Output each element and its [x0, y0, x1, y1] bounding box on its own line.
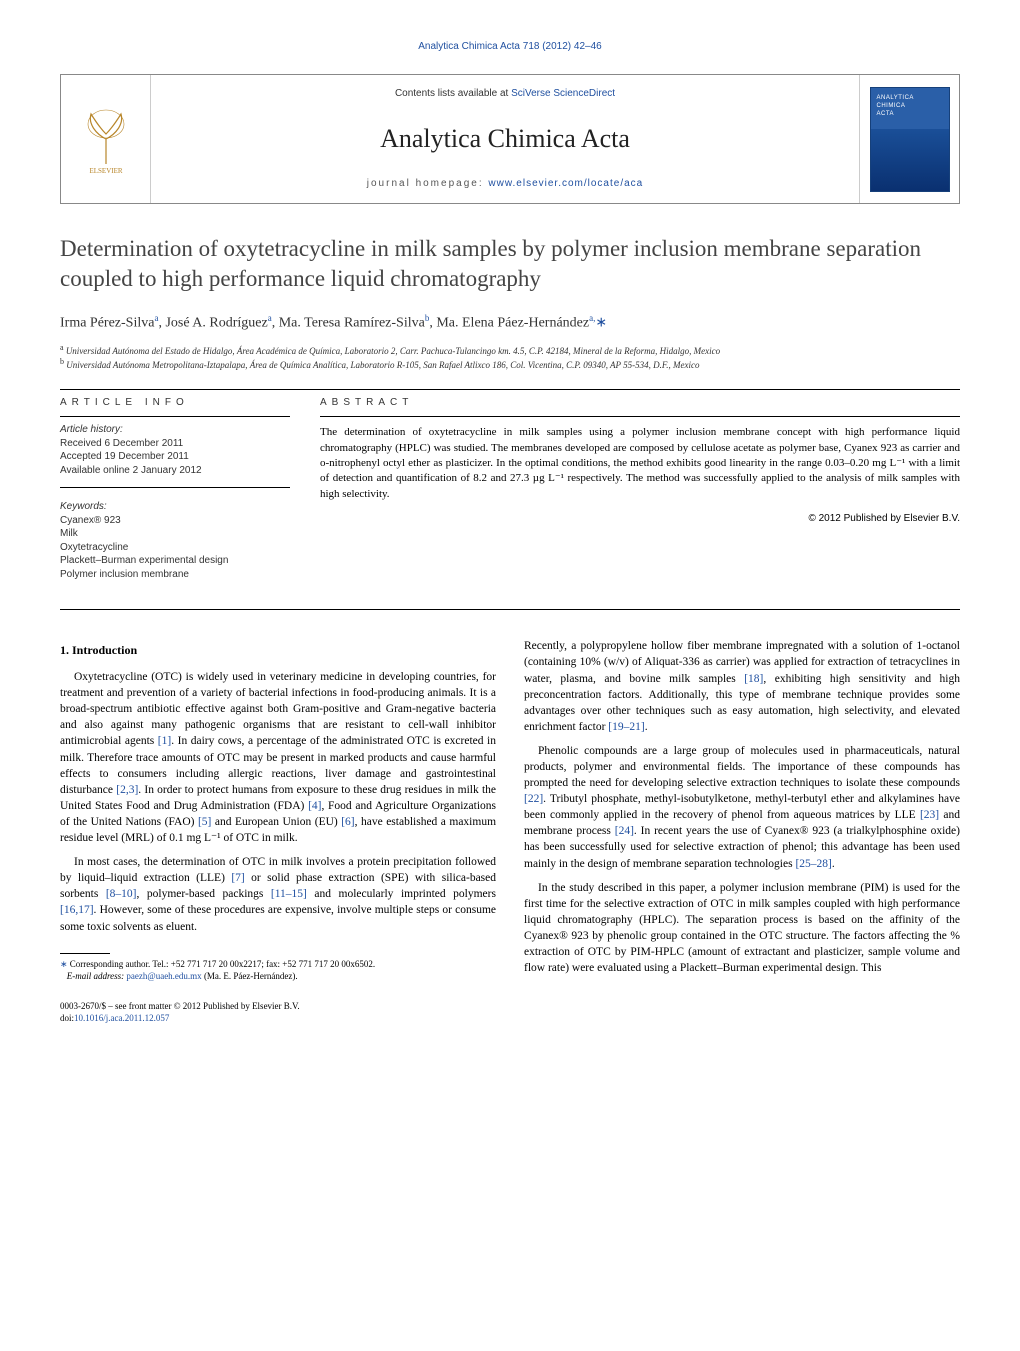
info-abstract-row: ARTICLE INFO Article history: Received 6… — [60, 396, 960, 581]
article-title: Determination of oxytetracycline in milk… — [60, 234, 960, 294]
affiliation-a: a Universidad Autónoma del Estado de Hid… — [60, 343, 960, 357]
reference-link[interactable]: [24] — [615, 825, 634, 837]
reference-link[interactable]: [19–21] — [608, 721, 644, 733]
reference-link[interactable]: [6] — [341, 816, 354, 828]
keyword: Polymer inclusion membrane — [60, 569, 189, 580]
keyword: Plackett–Burman experimental design — [60, 555, 228, 566]
elsevier-tree-logo-icon: ELSEVIER — [76, 104, 136, 174]
abstract-text: The determination of oxytetracycline in … — [320, 425, 960, 502]
keywords-heading: Keywords: — [60, 500, 290, 514]
journal-homepage-line: journal homepage: www.elsevier.com/locat… — [367, 177, 643, 191]
affiliations-block: a Universidad Autónoma del Estado de Hid… — [60, 343, 960, 371]
journal-header-box: ELSEVIER Contents lists available at Sci… — [60, 74, 960, 204]
keyword: Milk — [60, 528, 78, 539]
journal-cover-cell — [859, 75, 959, 203]
star-icon: ∗ — [60, 959, 68, 969]
body-paragraph: Recently, a polypropylene hollow fiber m… — [524, 638, 960, 735]
body-paragraph: Phenolic compounds are a large group of … — [524, 743, 960, 872]
abstract-label: ABSTRACT — [320, 396, 960, 410]
reference-link[interactable]: [5] — [198, 816, 211, 828]
reference-link[interactable]: [18] — [744, 673, 763, 685]
corr-author-text: Corresponding author. Tel.: +52 771 717 … — [70, 959, 375, 969]
body-paragraph: Oxytetracycline (OTC) is widely used in … — [60, 669, 496, 846]
email-label: E-mail address: — [67, 971, 124, 981]
doi-prefix: doi: — [60, 1013, 74, 1023]
abstract-copyright: © 2012 Published by Elsevier B.V. — [320, 512, 960, 526]
publisher-logo-cell: ELSEVIER — [61, 75, 151, 203]
corr-author-email-link[interactable]: paezh@uaeh.edu.mx — [126, 971, 201, 981]
reference-link[interactable]: [23] — [920, 809, 939, 821]
body-paragraph: In most cases, the determination of OTC … — [60, 854, 496, 934]
reference-link[interactable]: [16,17] — [60, 904, 94, 916]
keyword: Cyanex® 923 — [60, 515, 121, 526]
history-received: Received 6 December 2011 — [60, 438, 183, 449]
section-heading-introduction: 1. Introduction — [60, 642, 496, 659]
top-rule — [60, 389, 960, 390]
bottom-rule — [60, 609, 960, 610]
corresponding-author-footnote: ∗ Corresponding author. Tel.: +52 771 71… — [60, 958, 496, 982]
footnote-rule — [60, 953, 110, 954]
reference-link[interactable]: [25–28] — [795, 858, 831, 870]
sciencedirect-link[interactable]: SciVerse ScienceDirect — [511, 88, 615, 99]
header-citation: Analytica Chimica Acta 718 (2012) 42–46 — [60, 40, 960, 54]
doi-link[interactable]: 10.1016/j.aca.2011.12.057 — [74, 1013, 169, 1023]
info-rule — [60, 416, 290, 417]
history-accepted: Accepted 19 December 2011 — [60, 451, 189, 462]
reference-link[interactable]: [8–10] — [106, 888, 137, 900]
affiliation-b: b Universidad Autónoma Metropolitana-Izt… — [60, 357, 960, 371]
article-info-column: ARTICLE INFO Article history: Received 6… — [60, 396, 290, 581]
reference-link[interactable]: [11–15] — [271, 888, 307, 900]
journal-homepage-link[interactable]: www.elsevier.com/locate/aca — [488, 178, 643, 189]
body-paragraph: In the study described in this paper, a … — [524, 880, 960, 977]
header-center: Contents lists available at SciVerse Sci… — [151, 75, 859, 203]
email-attribution: (Ma. E. Páez-Hernández). — [204, 971, 298, 981]
journal-cover-thumbnail-icon — [870, 87, 950, 192]
article-info-block: Article history: Received 6 December 201… — [60, 423, 290, 581]
homepage-prefix: journal homepage: — [367, 178, 489, 189]
info-mid-rule — [60, 487, 290, 488]
abstract-rule — [320, 416, 960, 417]
history-online: Available online 2 January 2012 — [60, 465, 202, 476]
authors-line: Irma Pérez-Silvaa, José A. Rodrígueza, M… — [60, 312, 960, 333]
svg-text:ELSEVIER: ELSEVIER — [89, 167, 122, 174]
reference-link[interactable]: [1] — [158, 735, 171, 747]
history-heading: Article history: — [60, 424, 123, 435]
contents-available-line: Contents lists available at SciVerse Sci… — [395, 87, 615, 101]
reference-link[interactable]: [2,3] — [116, 784, 138, 796]
issn-front-matter: 0003-2670/$ – see front matter © 2012 Pu… — [60, 1001, 300, 1011]
journal-title: Analytica Chimica Acta — [380, 121, 630, 157]
reference-link[interactable]: [4] — [308, 800, 321, 812]
footer-meta: 0003-2670/$ – see front matter © 2012 Pu… — [60, 1000, 496, 1024]
keyword: Oxytetracycline — [60, 542, 128, 553]
article-info-label: ARTICLE INFO — [60, 396, 290, 410]
reference-link[interactable]: [7] — [231, 872, 244, 884]
abstract-column: ABSTRACT The determination of oxytetracy… — [320, 396, 960, 581]
body-two-column: 1. Introduction Oxytetracycline (OTC) is… — [60, 638, 960, 1024]
reference-link[interactable]: [22] — [524, 793, 543, 805]
contents-prefix: Contents lists available at — [395, 88, 511, 99]
